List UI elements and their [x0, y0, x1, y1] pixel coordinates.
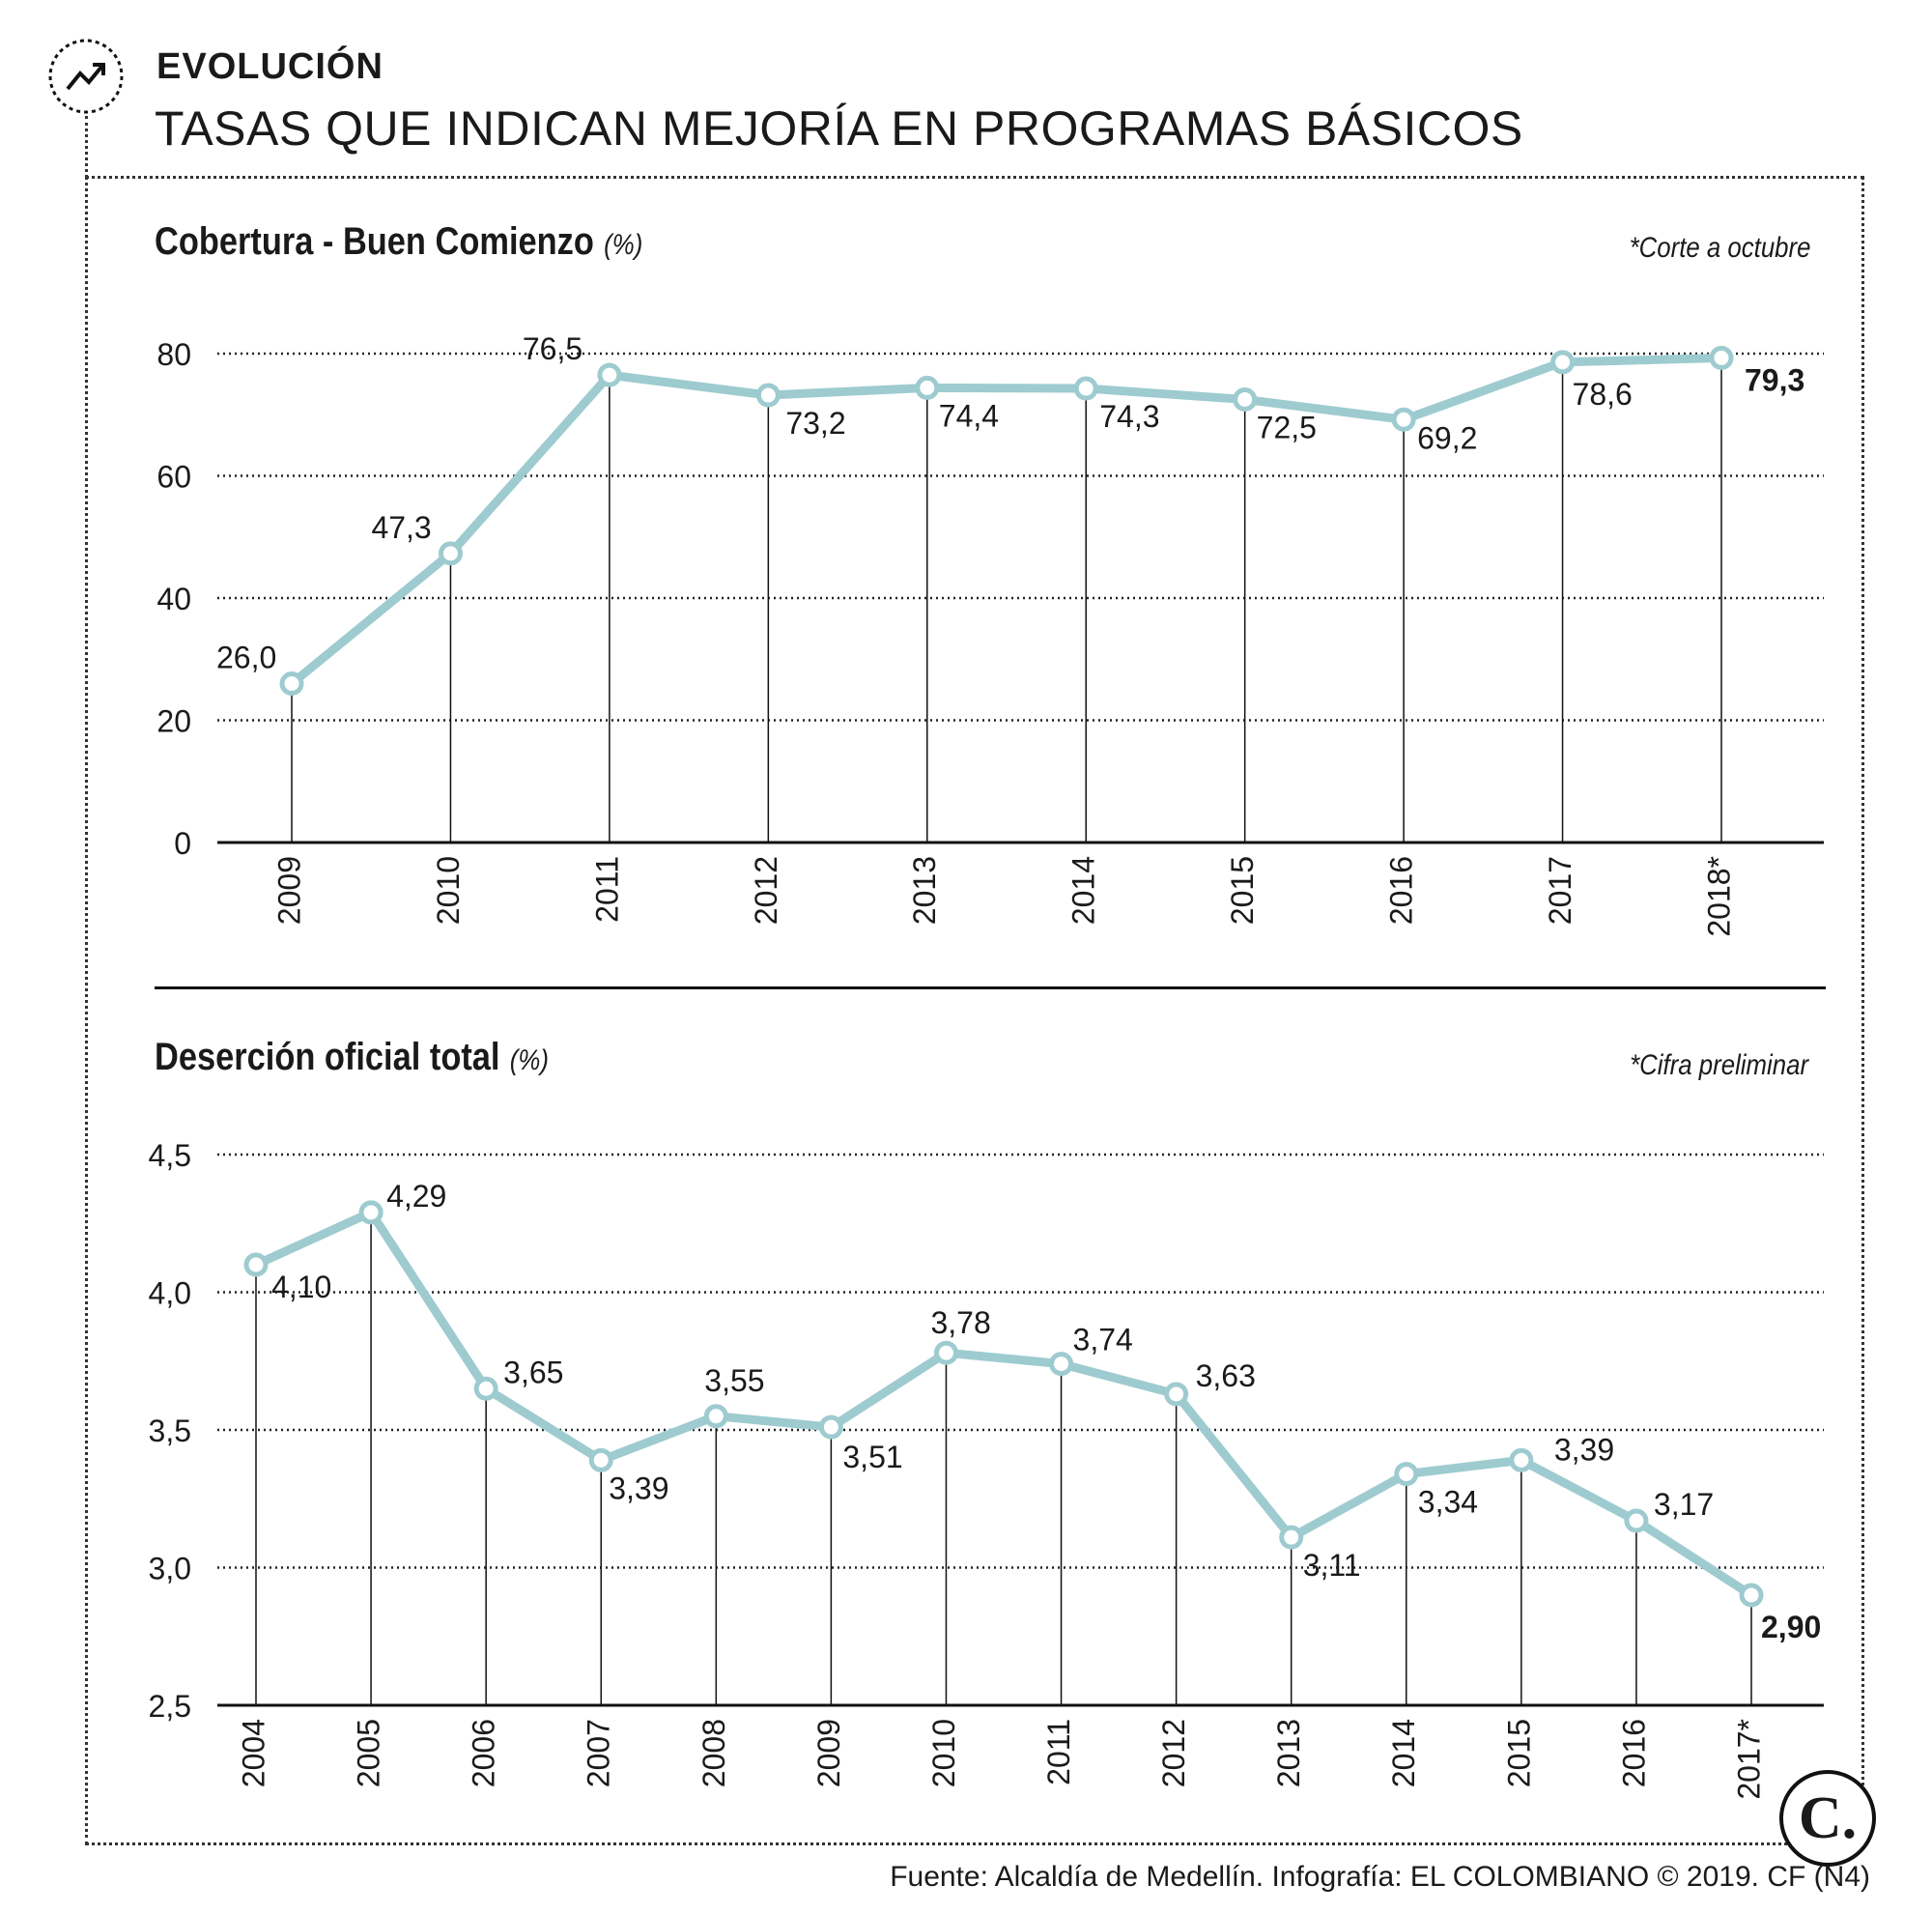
chart2-xtick-label: 2012 [1156, 1719, 1191, 1787]
chart2-point [933, 1340, 958, 1365]
chart2-ytick-label: 4,5 [149, 1138, 191, 1173]
chart1-data-label: 69,2 [1417, 420, 1477, 455]
chart2-data-label: 3,39 [609, 1470, 668, 1505]
chart2-note: *Cifra preliminar [1630, 1049, 1808, 1081]
chart2-point [1739, 1583, 1764, 1608]
chart1-point [597, 362, 622, 387]
chart2-data-label: 3,78 [930, 1305, 990, 1340]
chart2-xtick-label: 2009 [811, 1719, 846, 1787]
chart2-data-label: 3,65 [503, 1355, 563, 1389]
chart2-data-label: 3,63 [1196, 1358, 1256, 1393]
chart-divider [155, 986, 1826, 989]
chart1-point [279, 671, 304, 697]
chart1-xtick-label: 2012 [749, 856, 783, 925]
chart1-data-label: 72,5 [1257, 410, 1317, 444]
chart2-data-label: 3,11 [1303, 1548, 1361, 1583]
chart1-data-label: 47,3 [371, 510, 431, 545]
chart1-xtick-label: 2016 [1384, 856, 1419, 925]
chart2-point [243, 1252, 269, 1277]
chart2-xtick-label: 2005 [352, 1719, 386, 1787]
chart1-point [438, 541, 463, 566]
chart2-data-label: 3,17 [1654, 1487, 1714, 1522]
chart1-point [1550, 350, 1576, 375]
chart2-xtick-label: 2004 [236, 1719, 270, 1787]
trend-up-icon [46, 37, 126, 116]
chart1-data-label: 74,4 [939, 398, 999, 433]
chart2-point [1509, 1447, 1534, 1472]
chart2-series-line [251, 1208, 1756, 1600]
chart1-xtick-label: 2018* [1701, 856, 1736, 937]
chart1-ytick-label: 40 [156, 582, 191, 616]
chart2-point [1394, 1462, 1419, 1487]
chart1-xtick-label: 2013 [907, 856, 942, 925]
chart1-xtick-label: 2011 [589, 856, 624, 923]
chart1-ytick-label: 20 [156, 704, 191, 739]
chart2-point [1279, 1525, 1304, 1550]
chart-frame [85, 176, 1864, 1845]
chart1-data-label: 79,3 [1745, 362, 1804, 397]
chart2-xtick-label: 2013 [1271, 1719, 1306, 1787]
chart1-point [755, 383, 781, 408]
chart2-data-label: 3,74 [1073, 1323, 1133, 1357]
chart1-point [1073, 376, 1098, 401]
chart1-xtick-label: 2014 [1066, 856, 1101, 925]
chart2-point [473, 1376, 498, 1401]
chart2-data-label: 2,90 [1761, 1610, 1821, 1644]
page-title: TASAS QUE INDICAN MEJORÍA EN PROGRAMAS B… [155, 101, 1523, 156]
chart2-ytick-label: 2,5 [149, 1689, 191, 1724]
chart1-point [1709, 345, 1734, 370]
kicker: EVOLUCIÓN [156, 46, 384, 87]
chart1-data-label: 26,0 [216, 641, 276, 675]
chart1-ytick-label: 80 [156, 337, 191, 372]
chart2-point [588, 1447, 613, 1472]
chart2-xtick-label: 2015 [1501, 1719, 1536, 1787]
chart2-point [1049, 1352, 1074, 1377]
chart1-data-label: 76,5 [523, 331, 582, 366]
chart2-xtick-label: 2010 [926, 1719, 961, 1787]
chart1-data-label: 73,2 [785, 406, 845, 441]
chart2-xtick-label: 2016 [1616, 1719, 1651, 1787]
chart2-point [703, 1404, 728, 1429]
chart1-data-label: 74,3 [1099, 399, 1159, 434]
chart2-data-label: 3,34 [1418, 1485, 1478, 1520]
chart2-data-label: 3,39 [1554, 1432, 1614, 1467]
chart2-xtick-label: 2007 [582, 1719, 616, 1787]
frame-connector [85, 116, 88, 178]
chart2-data-label: 3,55 [704, 1363, 764, 1398]
chart2-title: Deserción oficial total (%) [155, 1036, 549, 1078]
chart1-data-label: 78,6 [1573, 377, 1633, 412]
chart2-data-label: 4,29 [386, 1179, 446, 1213]
chart1-point [1391, 407, 1416, 432]
chart2-xtick-label: 2017* [1731, 1719, 1766, 1800]
chart1-ytick-label: 0 [174, 826, 191, 861]
chart2-ytick-label: 3,5 [149, 1413, 191, 1448]
chart1-xtick-label: 2017 [1543, 856, 1577, 925]
chart2-xtick-label: 2011 [1041, 1719, 1076, 1785]
chart2-data-label: 3,51 [842, 1440, 902, 1474]
chart1-point [1233, 386, 1258, 412]
chart1-point [915, 375, 940, 400]
chart2-point [1164, 1382, 1189, 1407]
chart1-xtick-label: 2010 [431, 856, 466, 925]
publisher-logo: C. [1779, 1770, 1876, 1867]
chart2-ytick-label: 4,0 [149, 1276, 191, 1311]
chart1-xtick-label: 2009 [271, 856, 306, 925]
chart1-note: *Corte a octubre [1629, 232, 1810, 264]
chart2-point [358, 1200, 384, 1225]
chart2-data-label: 4,10 [271, 1270, 331, 1304]
chart2-ytick-label: 3,0 [149, 1552, 191, 1586]
chart2-point [1624, 1508, 1649, 1533]
chart1-series-line [287, 353, 1726, 689]
chart2-xtick-label: 2006 [467, 1719, 501, 1787]
chart2-point [818, 1414, 843, 1440]
chart1-ytick-label: 60 [156, 460, 191, 495]
chart2-xtick-label: 2008 [696, 1719, 731, 1787]
source-credit: Fuente: Alcaldía de Medellín. Infografía… [890, 1861, 1870, 1893]
chart2-xtick-label: 2014 [1386, 1719, 1421, 1787]
chart1-xtick-label: 2015 [1225, 856, 1260, 925]
chart1-title: Cobertura - Buen Comienzo (%) [155, 220, 643, 263]
